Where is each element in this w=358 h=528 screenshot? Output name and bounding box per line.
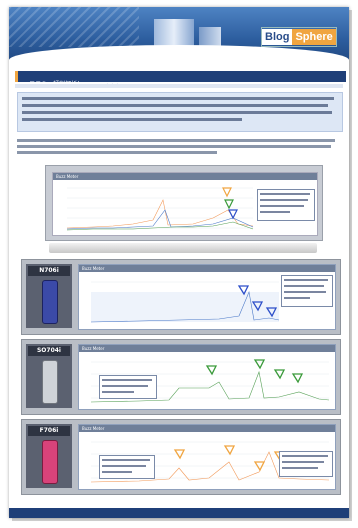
intro-text-line [22, 104, 328, 107]
spike-marker-icon [228, 209, 238, 220]
spike-marker-icon [251, 301, 264, 312]
phone-model-name: F706i [28, 426, 70, 436]
note-text-line [260, 199, 308, 201]
paragraph-text-line [17, 151, 217, 154]
chart-title: Buzz Meter [56, 174, 79, 179]
logo-text-sphere: Sphere [292, 29, 336, 45]
graph-title-bar: Buzz Meter [79, 265, 335, 272]
phone-label-panel: SO704i [26, 344, 72, 408]
graph-title: Buzz Meter [82, 266, 105, 271]
spike-marker-icon [223, 445, 236, 456]
spike-marker-icon [273, 369, 286, 380]
graph-title-bar: Buzz Meter [79, 345, 335, 352]
graph-title: Buzz Meter [82, 346, 105, 351]
blogsphere-logo: Blog Sphere [261, 27, 337, 47]
phone-label-panel: F706i [26, 424, 72, 488]
phone-image [42, 280, 58, 324]
note-text-line [102, 471, 132, 473]
note-text-line [102, 385, 148, 387]
overall-chart-panel: Buzz Meter [45, 165, 323, 241]
chart-title-bar: Buzz Meter [53, 173, 317, 180]
page-shadow-right [349, 10, 352, 520]
phone-panel-so704i: SO704i Buzz Meter [21, 339, 341, 415]
phone-image [42, 440, 58, 484]
phone-label-panel: N706i [26, 264, 72, 328]
spike-marker-icon [291, 373, 304, 384]
section-underline [15, 84, 343, 88]
header-pattern [9, 7, 139, 47]
spike-marker-icon [253, 359, 266, 370]
section-divider [49, 243, 317, 253]
spike-marker-icon [205, 365, 218, 376]
note-text-line [282, 461, 324, 463]
note-text-line [260, 211, 290, 213]
note-text-line [284, 291, 326, 293]
paragraph-text-line [17, 145, 331, 148]
intro-text-line [22, 118, 242, 121]
note-text-line [102, 465, 146, 467]
note-text-line [284, 285, 324, 287]
phone-graph-plot [90, 281, 280, 323]
intro-box [17, 92, 343, 132]
note-text-line [284, 297, 310, 299]
graph-note-box [281, 275, 333, 307]
page-footer [9, 508, 349, 518]
section-title-bar: ◎ ロコミ・評判解析！ — ・・・ [15, 71, 346, 88]
spike-marker-icon [222, 187, 232, 198]
intro-text-line [22, 97, 334, 100]
spike-marker-icon [224, 199, 234, 210]
page-shadow-bottom [12, 518, 352, 521]
graph-title: Buzz Meter [82, 426, 105, 431]
phone-graph: Buzz Meter [78, 424, 336, 490]
spike-marker-icon [173, 449, 186, 460]
note-text-line [102, 379, 152, 381]
header-wave [9, 45, 349, 65]
phone-image [42, 360, 58, 404]
graph-note-box [99, 375, 157, 399]
intro-text-line [22, 111, 332, 114]
phone-graph: Buzz Meter [78, 264, 336, 330]
graph-title-bar: Buzz Meter [79, 425, 335, 432]
paragraph-text-line [17, 139, 335, 142]
logo-text-blog: Blog [262, 29, 293, 45]
graph-note-box [279, 451, 333, 477]
spike-marker-icon [265, 307, 278, 318]
spike-marker-icon [253, 461, 266, 472]
phone-panel-f706i: F706i Buzz Meter [21, 419, 341, 495]
note-text-line [260, 193, 310, 195]
overall-chart: Buzz Meter [52, 172, 318, 236]
phone-model-name: SO704i [28, 346, 70, 356]
note-text-line [282, 455, 328, 457]
spike-marker-icon [237, 285, 250, 296]
phone-model-name: N706i [28, 266, 70, 276]
overall-chart-plot [66, 187, 254, 231]
report-page: Blog Sphere ◎ ロコミ・評判解析！ — ・・・ Buzz Meter [9, 7, 349, 518]
note-text-line [282, 467, 318, 469]
header-banner: Blog Sphere [9, 7, 349, 65]
note-text-line [102, 459, 150, 461]
chart-note-box [257, 189, 315, 221]
graph-note-box [99, 455, 155, 479]
note-text-line [284, 279, 328, 281]
note-text-line [260, 205, 304, 207]
phone-panel-n706i: N706i Buzz Meter [21, 259, 341, 335]
note-text-line [102, 391, 134, 393]
phone-graph: Buzz Meter [78, 344, 336, 410]
